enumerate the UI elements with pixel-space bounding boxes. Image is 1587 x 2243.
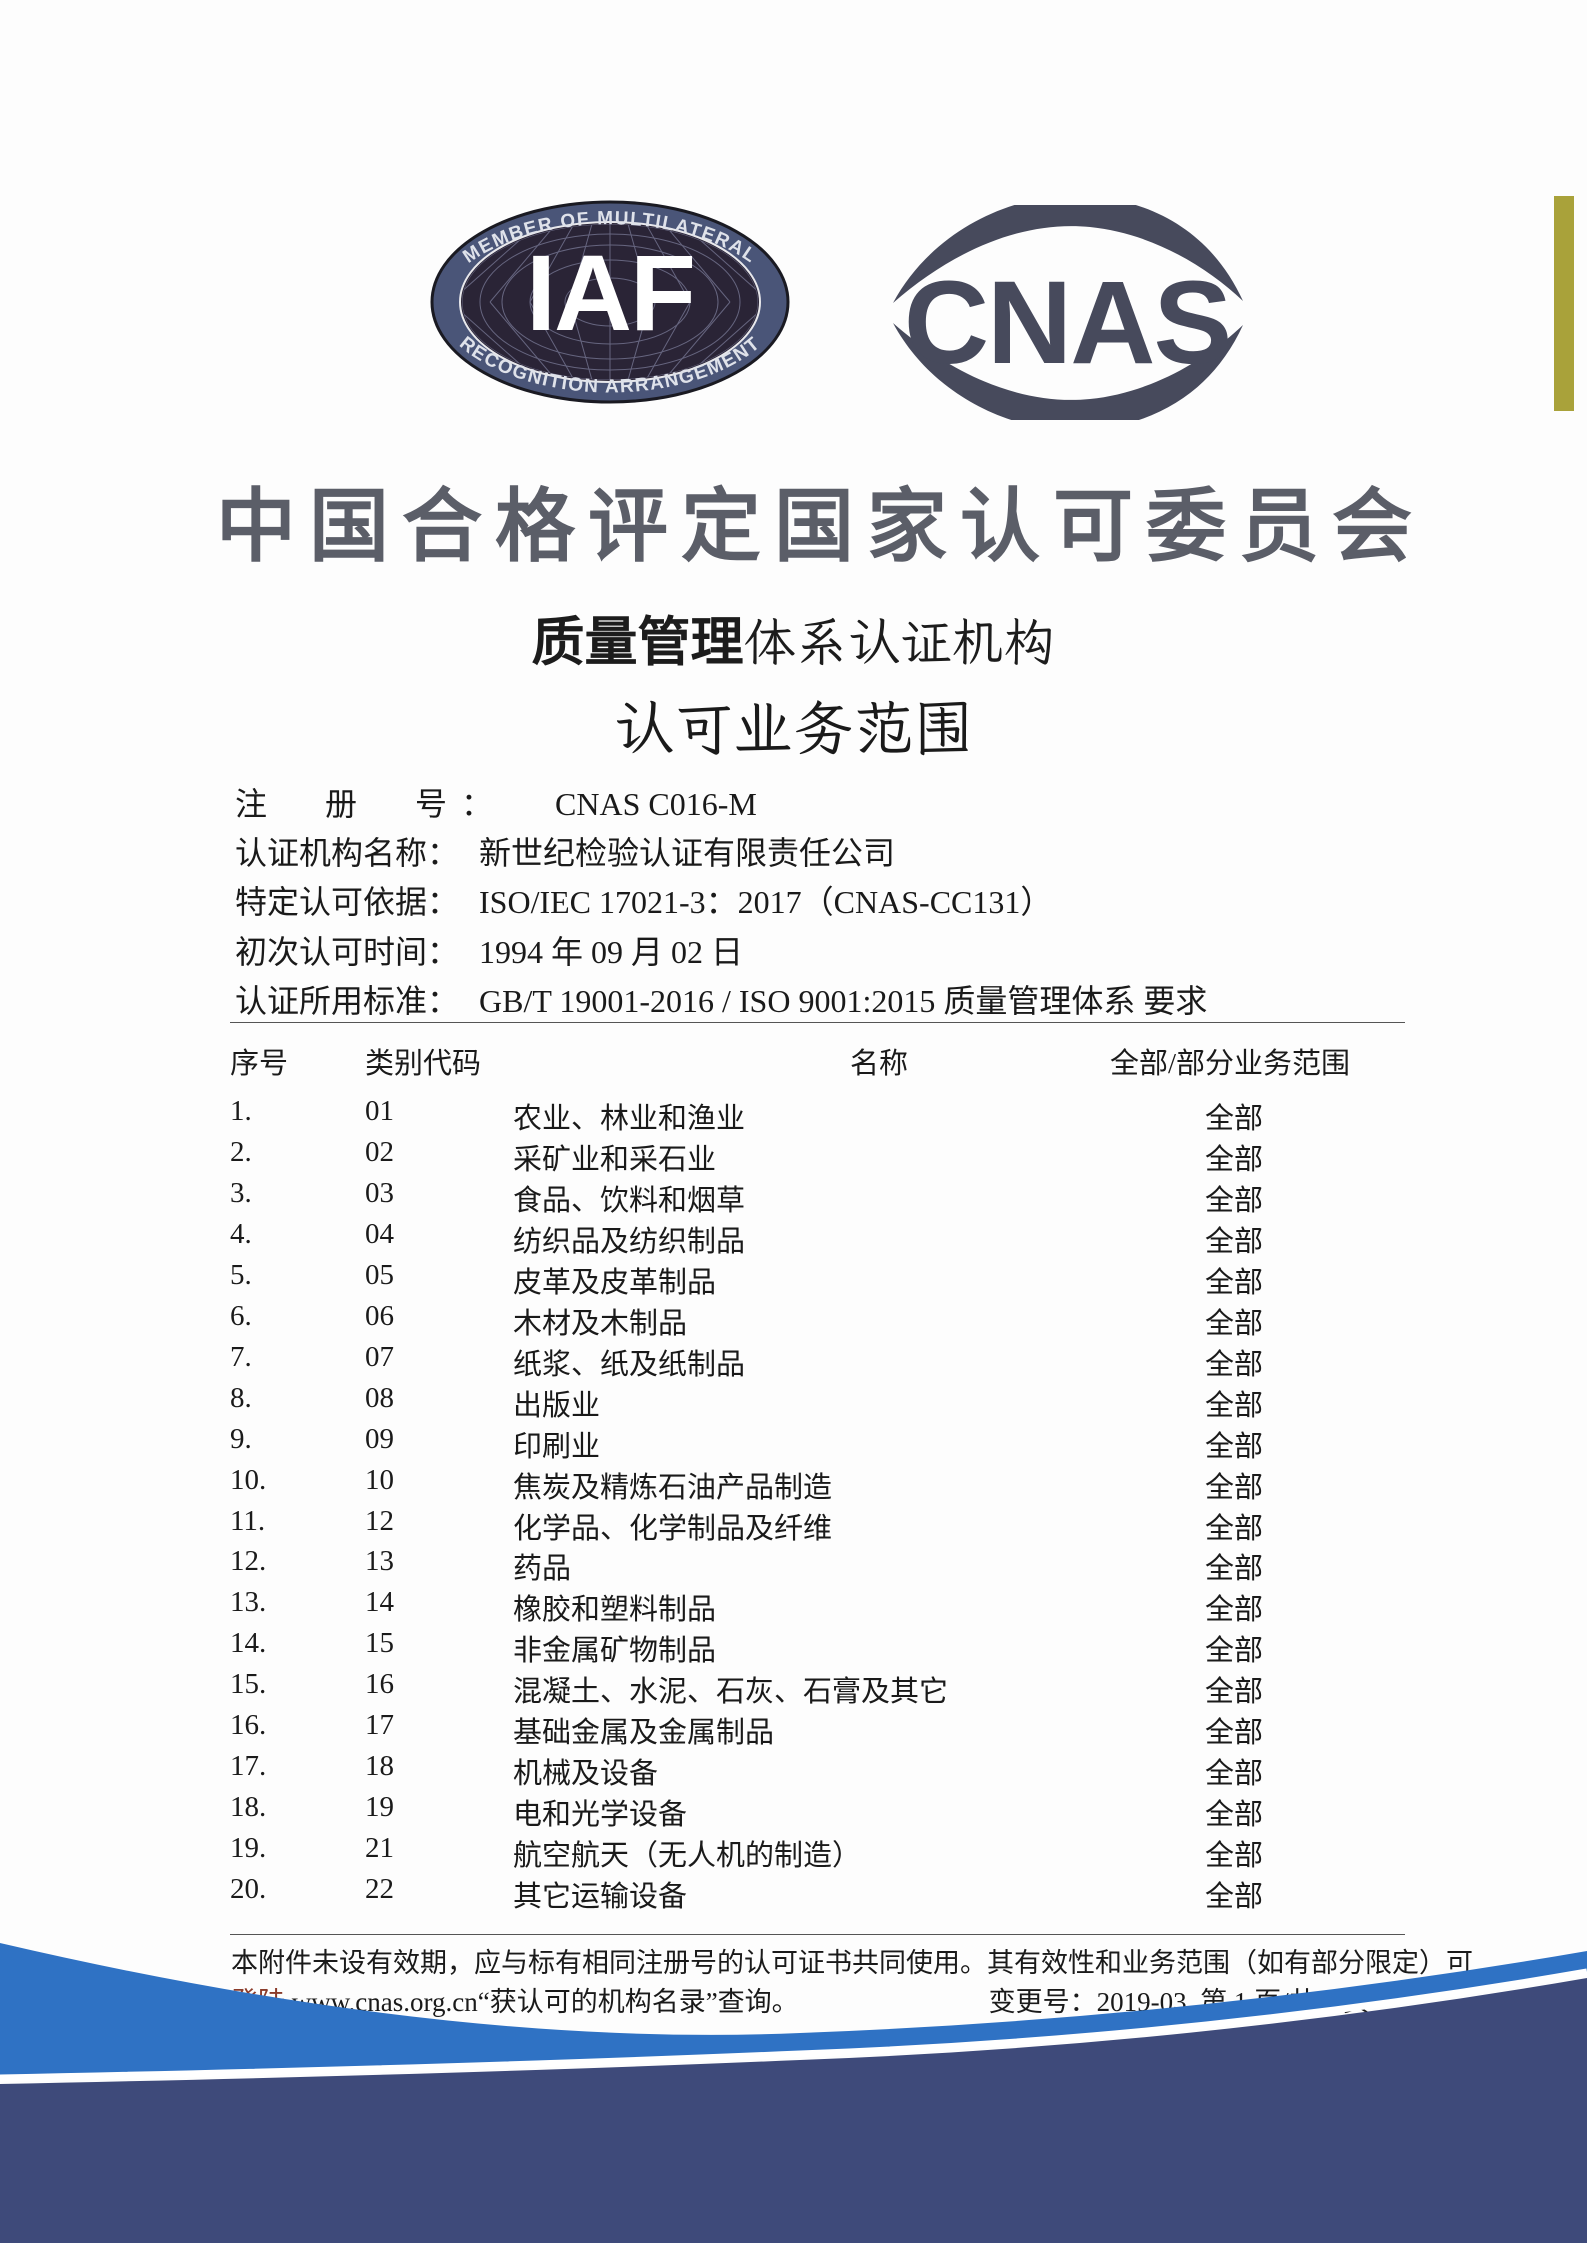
svg-text:CNAS: CNAS	[904, 257, 1230, 389]
svg-text:IAF: IAF	[526, 232, 694, 353]
